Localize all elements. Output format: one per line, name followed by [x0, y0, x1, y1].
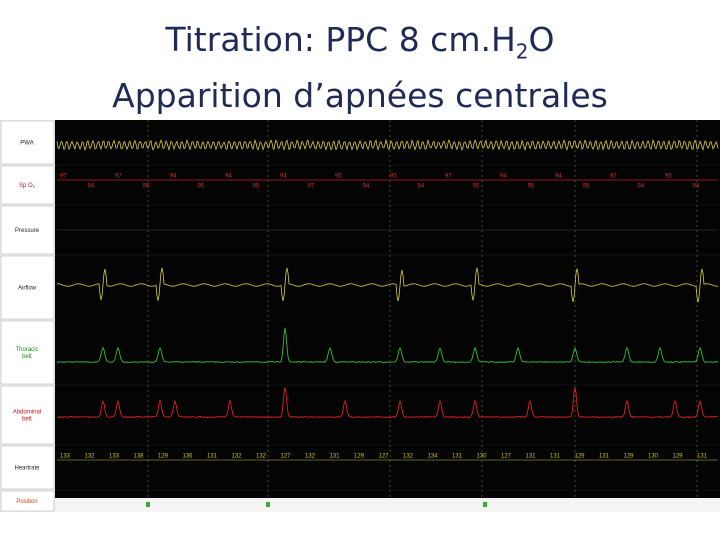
- label-text: Thoracic: [15, 347, 38, 353]
- heartrate-reading: 131: [330, 454, 341, 460]
- heartrate-reading: 129: [673, 454, 684, 460]
- channel-label: belt: [22, 354, 32, 360]
- channel-label: Thoracic: [15, 347, 38, 353]
- pwa-trace: [56, 138, 719, 152]
- position-marker: [483, 502, 487, 507]
- spo2-reading: 95: [335, 174, 342, 180]
- spo2-reading: 94: [555, 174, 562, 180]
- position-marker: [266, 502, 270, 507]
- heartrate-reading: 129: [575, 454, 586, 460]
- title-subscript: 2: [515, 39, 529, 64]
- label-text: Pressure: [15, 228, 40, 234]
- label-text: Heartrate: [14, 465, 40, 471]
- label-text: PWA: [20, 140, 33, 146]
- spo2-reading: 95: [253, 184, 260, 190]
- plot-area: [55, 120, 720, 498]
- spo2-reading: 97: [610, 174, 617, 180]
- channel-label: Airflow: [18, 285, 37, 291]
- heartrate-reading: 130: [477, 454, 488, 460]
- label-subscript: 2: [33, 184, 36, 189]
- spo2-reading: 95: [665, 174, 672, 180]
- channel-label-box: [0, 205, 55, 255]
- spo2-reading: 97: [308, 184, 315, 190]
- heartrate-reading: 132: [232, 454, 243, 460]
- channel-label-box: [0, 165, 55, 205]
- heartrate-reading: 133: [109, 454, 120, 460]
- spo2-reading: 97: [60, 174, 67, 180]
- spo2-reading: 95: [583, 184, 590, 190]
- title-line: Apparition d’apnées centrales: [112, 75, 608, 115]
- heartrate-reading: 133: [60, 454, 71, 460]
- position-strip: [55, 498, 720, 512]
- channel-label: Abdominal: [13, 409, 41, 415]
- channel-label: Sp O2: [19, 183, 36, 189]
- spo2-reading: 94: [693, 184, 700, 190]
- channel-label: Heartrate: [14, 465, 40, 471]
- label-text: belt: [22, 416, 32, 422]
- label-text: Sp O: [19, 183, 33, 189]
- spo2-reading: 95: [390, 174, 397, 180]
- heartrate-reading: 136: [183, 454, 194, 460]
- spo2-reading: 94: [500, 174, 507, 180]
- heartrate-reading: 138: [134, 454, 145, 460]
- label-text: belt: [22, 354, 32, 360]
- heartrate-reading: 129: [354, 454, 365, 460]
- airflow-trace: [57, 267, 718, 303]
- channel-label: PWA: [20, 140, 33, 146]
- spo2-reading: 94: [170, 174, 177, 180]
- spo2-reading: 94: [638, 184, 645, 190]
- heartrate-reading: 127: [281, 454, 292, 460]
- spo2-reading: 94: [280, 174, 287, 180]
- heartrate-reading: 132: [85, 454, 96, 460]
- spo2-reading: 95: [473, 184, 480, 190]
- heartrate-reading: 129: [624, 454, 635, 460]
- spo2-reading: 95: [143, 184, 150, 190]
- channel-label: belt: [22, 416, 32, 422]
- spo2-reading: 94: [225, 174, 232, 180]
- title-line: Titration: PPC 8 cm.H2O: [0, 18, 720, 74]
- thoracic-trace: [56, 328, 719, 364]
- channel-label-box: [0, 490, 55, 512]
- channel-label-box: [0, 255, 55, 320]
- spo2-reading: 95: [198, 184, 205, 190]
- channel-label-box: [0, 320, 55, 385]
- spo2-reading: 94: [418, 184, 425, 190]
- slide-title: Titration: PPC 8 cm.H2O Apparition d’apn…: [0, 18, 720, 118]
- spo2-reading: 97: [115, 174, 122, 180]
- heartrate-reading: 132: [305, 454, 316, 460]
- heartrate-reading: 131: [550, 454, 561, 460]
- spo2-reading: 95: [528, 184, 535, 190]
- heartrate-reading: 129: [158, 454, 169, 460]
- heartrate-reading: 132: [256, 454, 267, 460]
- heartrate-reading: 127: [501, 454, 512, 460]
- heartrate-reading: 131: [526, 454, 537, 460]
- label-text: Airflow: [18, 285, 37, 291]
- heartrate-reading: 127: [379, 454, 390, 460]
- channel-label-box: [0, 445, 55, 490]
- spo2-reading: 97: [445, 174, 452, 180]
- channel-label-box: [0, 120, 55, 165]
- heartrate-reading: 131: [207, 454, 218, 460]
- heartrate-reading: 131: [697, 454, 708, 460]
- position-marker: [146, 502, 150, 507]
- label-text: Abdominal: [13, 409, 41, 415]
- heartrate-reading: 134: [428, 454, 439, 460]
- channel-label-box: [0, 385, 55, 445]
- heartrate-reading: 131: [599, 454, 610, 460]
- heartrate-reading: 131: [452, 454, 463, 460]
- channel-label: Position: [16, 499, 37, 505]
- title-text: O: [528, 20, 555, 59]
- heartrate-reading: 132: [403, 454, 414, 460]
- title-text: Titration: PPC 8 cm.H: [165, 20, 516, 59]
- spo2-reading: 94: [88, 184, 95, 190]
- spo2-reading: 94: [363, 184, 370, 190]
- channel-label: Pressure: [15, 228, 40, 234]
- heartrate-reading: 130: [648, 454, 659, 460]
- label-text: Position: [16, 499, 37, 505]
- abdominal-trace: [56, 387, 719, 419]
